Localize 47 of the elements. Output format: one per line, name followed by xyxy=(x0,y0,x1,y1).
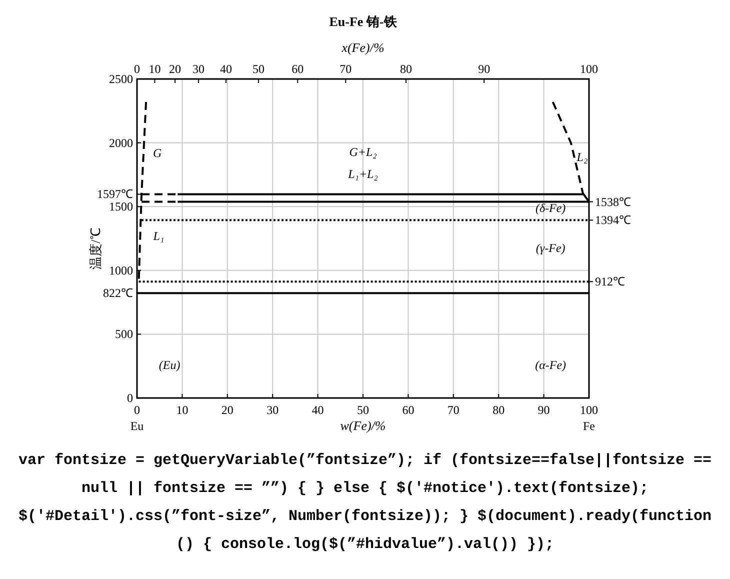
x-tick-label: 70 xyxy=(447,403,460,417)
annotation: (γ-Fe) xyxy=(536,241,566,256)
y-tick-label: 2500 xyxy=(109,72,133,86)
y-tick-label: 1000 xyxy=(109,263,133,278)
text: Fe xyxy=(583,419,595,433)
x-tick-label: 100 xyxy=(580,403,598,417)
text: 40 xyxy=(220,62,232,76)
text: 20 xyxy=(169,62,182,76)
x-tick-label: 50 xyxy=(357,403,369,417)
y-tick-label: 500 xyxy=(115,327,133,342)
y2-tick-label: 1394℃ xyxy=(595,213,631,228)
x-tick-label: 60 xyxy=(402,403,414,417)
text: 30 xyxy=(192,62,204,76)
text: 10 xyxy=(148,62,161,76)
text: var fontsize = getQueryVariable(”fontsize”); if (fontsize==false||fontsize == null || fontsize == ””) { } else { $('#notice').text(fontsize); $('#Detail').css(”font-size”, Number(fontsize)); } $(document).ready(function () { console.log($(”#hidvalue”).val()) }); xyxy=(17,451,713,555)
annotation: (α-Fe) xyxy=(535,358,566,372)
y-tick-label: 1597℃ xyxy=(97,187,133,202)
text: 90 xyxy=(478,62,490,76)
x-tick-label: 90 xyxy=(538,403,550,417)
chart-title: Eu-Fe 铕-铁 xyxy=(329,14,398,29)
y-tick-label: 2000 xyxy=(109,136,133,150)
y-axis-title: 温度/℃ xyxy=(88,228,103,270)
annotation: (δ-Fe) xyxy=(535,200,566,215)
text: 80 xyxy=(400,62,412,76)
text: 60 xyxy=(292,62,304,76)
annotation: L₁ xyxy=(152,228,164,243)
annotation: L₂ xyxy=(576,150,588,164)
x-axis-title: w(Fe)/% xyxy=(340,418,386,433)
annotation: G+L₂ xyxy=(349,145,377,160)
text: 70 xyxy=(340,62,352,76)
x-tick-label: 80 xyxy=(492,403,505,417)
x-tick-label: 10 xyxy=(176,403,188,417)
y-tick-label: 1500 xyxy=(109,200,133,214)
y-tick-label: 0 xyxy=(127,391,133,405)
y-tick-label: 822℃ xyxy=(103,286,133,300)
annotation: L₁+L₂ xyxy=(347,167,378,182)
x2-axis-title: x(Fe)/% xyxy=(340,40,384,55)
y2-tick-label: 912℃ xyxy=(595,274,625,289)
y2-tick-label: 1538℃ xyxy=(595,194,631,209)
text: 50 xyxy=(252,62,264,76)
text: 100 xyxy=(580,62,598,76)
annotation: (Eu) xyxy=(158,358,180,372)
annotation: G xyxy=(153,146,162,160)
x-tick-label: 30 xyxy=(266,403,279,417)
x-tick-label: 40 xyxy=(312,403,324,417)
text: Eu xyxy=(130,419,144,433)
x-tick-label: 20 xyxy=(221,403,234,417)
